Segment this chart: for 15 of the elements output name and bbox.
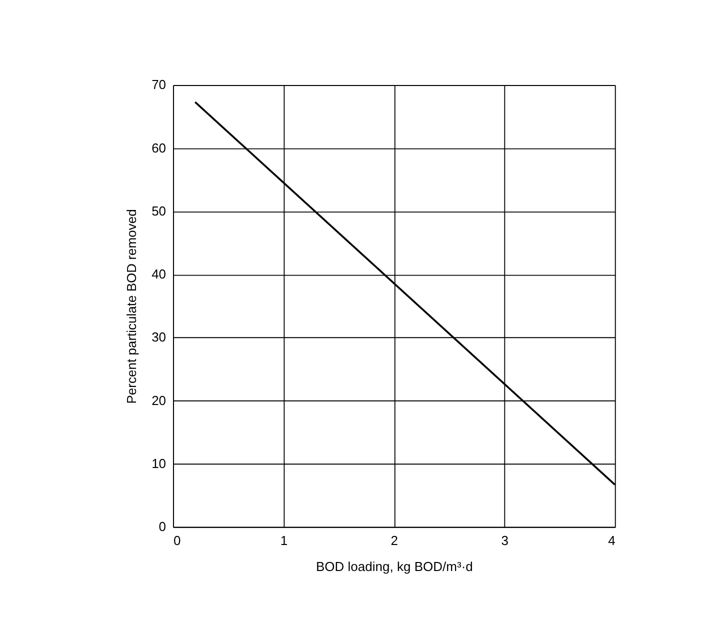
x-tick-label: 2 xyxy=(390,533,398,548)
y-tick-label: 20 xyxy=(152,392,166,408)
x-tick-label: 0 xyxy=(173,533,181,548)
y-tick-label: 30 xyxy=(152,330,166,345)
x-tick-label: 1 xyxy=(280,533,288,548)
x-tick-label: 3 xyxy=(501,533,509,548)
y-tick-label: 10 xyxy=(152,456,166,471)
x-axis-title: BOD loading, kg BOD/m³·d xyxy=(316,559,473,574)
x-tick-label: 4 xyxy=(608,533,616,548)
y-tick-label: 70 xyxy=(152,77,166,92)
y-tick-label: 0 xyxy=(158,519,166,534)
y-tick-label: 60 xyxy=(152,140,166,156)
y-axis-title: Percent particulate BOD removed xyxy=(124,209,139,404)
y-tick-label: 40 xyxy=(152,266,166,282)
y-tick-label: 50 xyxy=(152,204,166,218)
